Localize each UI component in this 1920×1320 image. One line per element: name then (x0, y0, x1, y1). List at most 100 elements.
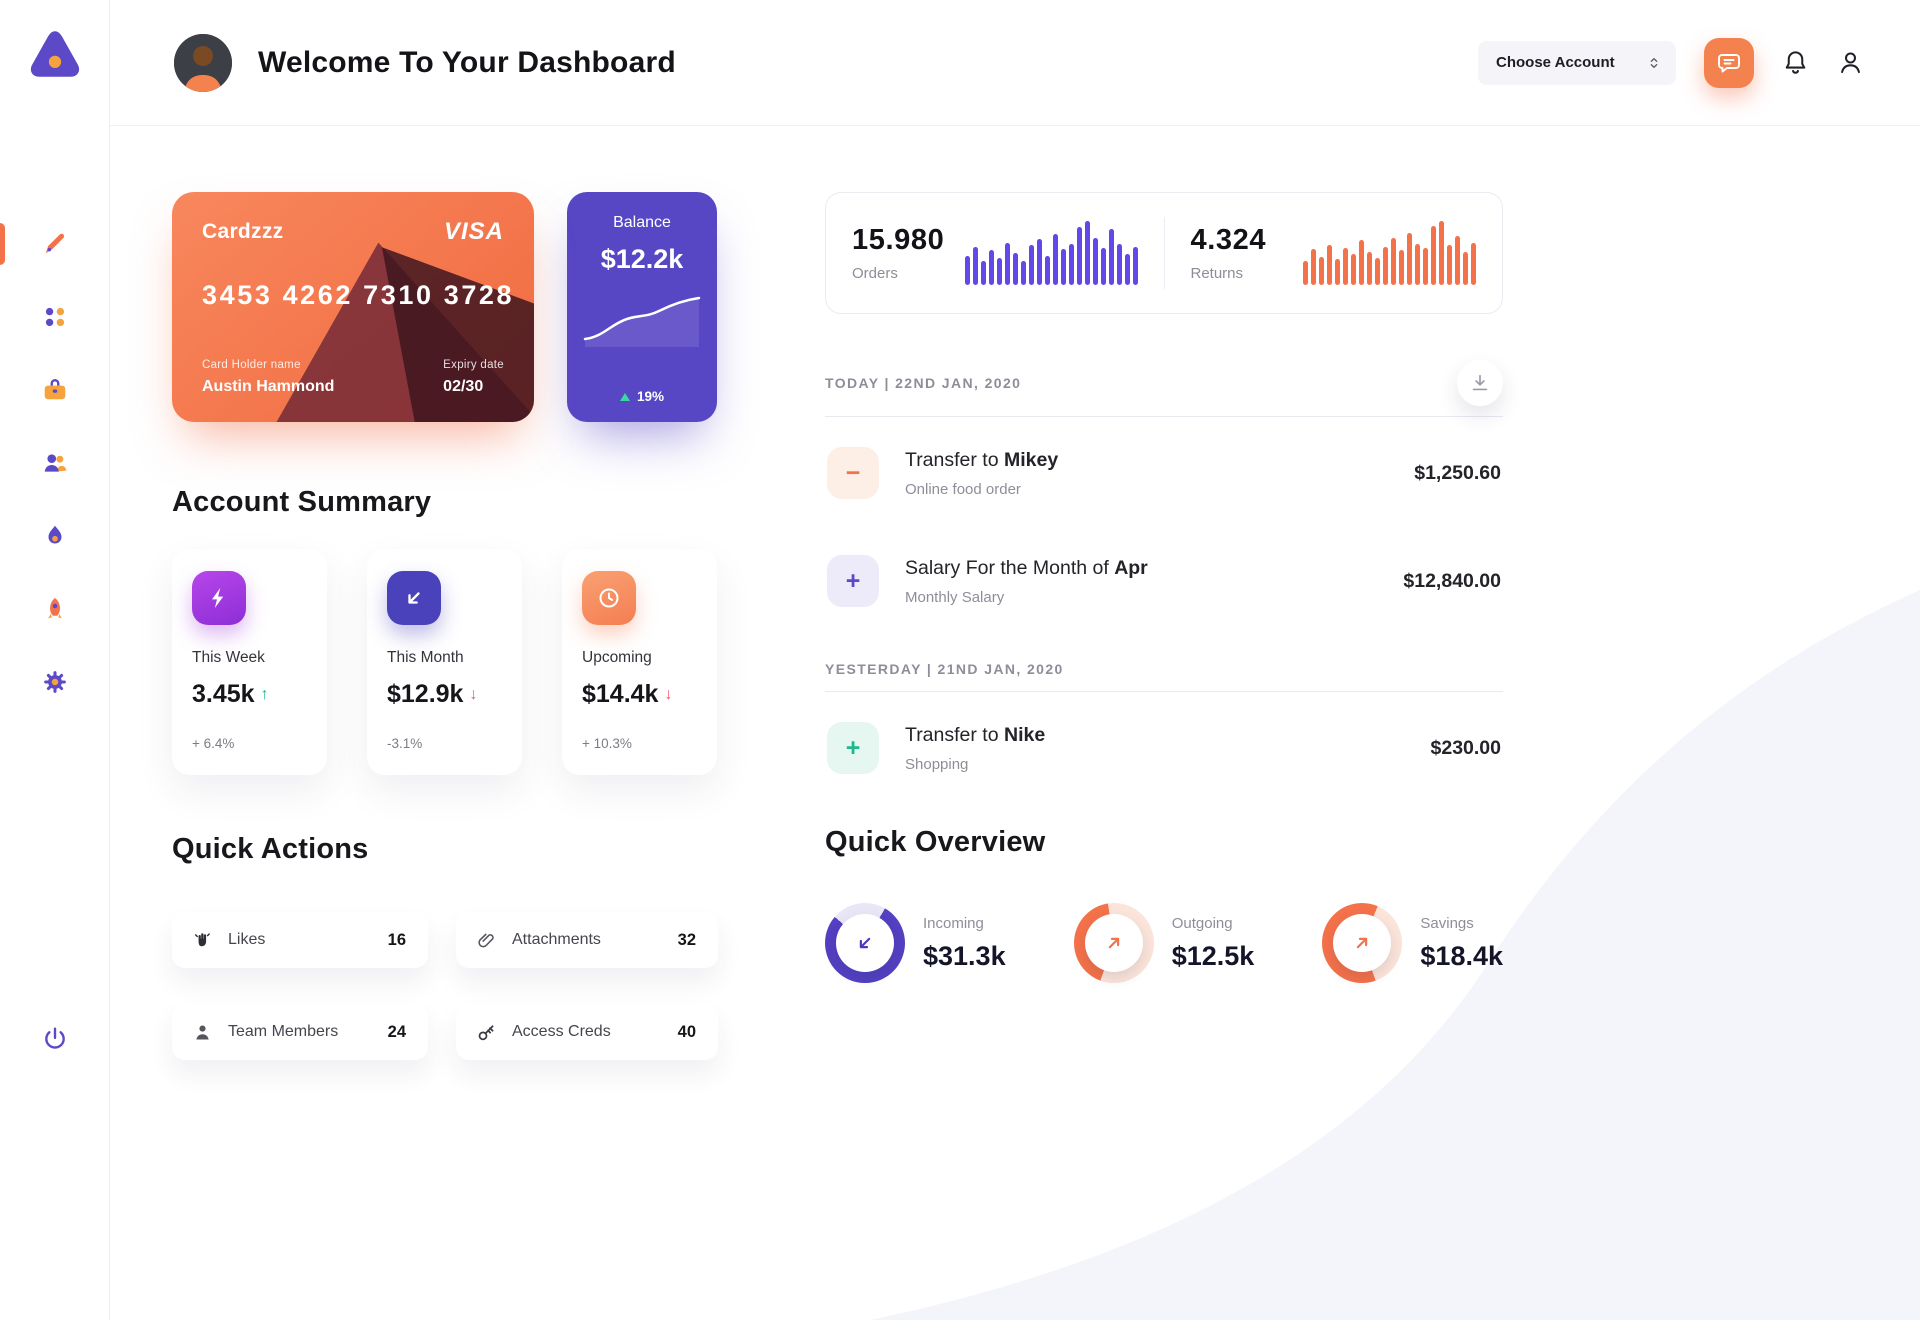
sidebar-item-apps[interactable] (0, 303, 110, 331)
transaction-row-mikey[interactable]: − Transfer to Mikey Online food order $1… (825, 417, 1503, 525)
content: Cardzzz VISA 3453 4262 7310 3728 Card Ho… (110, 126, 1920, 1320)
quick-action-likes[interactable]: Likes 16 (172, 912, 428, 968)
transaction-subtitle: Online food order (905, 480, 1021, 498)
member-icon (196, 1025, 209, 1039)
transaction-row-salary[interactable]: + Salary For the Month of Apr Monthly Sa… (825, 525, 1503, 633)
quick-action-label: Access Creds (512, 1023, 611, 1040)
trend-down-icon: ↓ (664, 685, 673, 703)
trend-up-icon: ↑ (260, 685, 269, 703)
summary-value-text: $14.4k (582, 680, 659, 708)
download-button[interactable] (1457, 360, 1503, 406)
paperclip-icon (478, 933, 494, 947)
bolt-icon (192, 571, 246, 625)
title-bold: Nike (1003, 723, 1046, 746)
title-prefix: Salary For the Month of (905, 556, 1115, 579)
credit-card[interactable]: Cardzzz VISA 3453 4262 7310 3728 Card Ho… (172, 192, 534, 422)
left-column: Cardzzz VISA 3453 4262 7310 3728 Card Ho… (172, 192, 718, 1320)
quick-action-count: 32 (677, 930, 696, 949)
trend-down-icon: ↓ (469, 685, 478, 703)
transaction-row-nike[interactable]: + Transfer to Nike Shopping $230.00 (825, 692, 1503, 800)
transaction-title: Transfer to Mikey (905, 449, 1414, 472)
sidebar-nav (0, 223, 110, 696)
notifications-button[interactable] (1782, 49, 1809, 76)
overview-value: $12.5k (1171, 940, 1255, 971)
arrow-down-left-icon (859, 937, 871, 949)
balance-change: 19% (619, 389, 665, 404)
cards-row: Cardzzz VISA 3453 4262 7310 3728 Card Ho… (172, 192, 717, 422)
clock-icon (582, 571, 636, 625)
trend-arrow-icon (387, 571, 441, 625)
rocket-icon (47, 597, 62, 619)
app-logo[interactable] (27, 26, 83, 82)
overview-incoming: Incoming $31.3k (825, 903, 1006, 983)
logout-button[interactable] (42, 1026, 68, 1055)
summary-row: This Week 3.45k ↑ + 6.4% This Month (172, 549, 717, 775)
quick-action-attachments[interactable]: Attachments 32 (456, 912, 718, 968)
quick-overview-row: Incoming $31.3k (825, 903, 1503, 983)
quick-overview-title: Quick Overview (825, 826, 1046, 858)
card-number: 3453 4262 7310 3728 (202, 280, 515, 310)
messages-button[interactable] (1704, 37, 1754, 88)
returns-stat: 4.324 Returns (1165, 221, 1503, 285)
transactions-group-header-yesterday: YESTERDAY | 21ND JAN, 2020 (825, 661, 1503, 677)
sidebar-item-launch[interactable] (0, 595, 110, 623)
quick-action-label: Attachments (512, 931, 601, 948)
quick-action-label: Team Members (228, 1023, 339, 1040)
sidebar-item-dashboard[interactable] (0, 223, 110, 265)
account-summary-title: Account Summary (172, 486, 432, 518)
overview-label: Outgoing (1171, 914, 1233, 932)
transaction-amount: $230.00 (1430, 736, 1502, 759)
transaction-text: Salary For the Month of Apr Monthly Sala… (905, 557, 1403, 606)
orders-returns-card: 15.980 Orders 4.324 Returns (825, 192, 1503, 314)
balance-card[interactable]: Balance $12.2k 19% (567, 192, 717, 422)
divider (825, 416, 1503, 417)
summary-card-this-month[interactable]: This Month $12.9k ↓ -3.1% (367, 549, 522, 775)
balance-change-value: 19% (636, 389, 665, 404)
summary-card-upcoming[interactable]: Upcoming $14.4k ↓ + 10.3% (562, 549, 717, 775)
savings-progress-ring (1322, 903, 1403, 983)
arrow-up-right-icon (1357, 937, 1368, 949)
quick-action-team-members[interactable]: Team Members 24 (172, 1004, 428, 1060)
orders-value: 15.980 (852, 224, 945, 256)
incoming-progress-ring (825, 903, 905, 983)
summary-value: $14.4k ↓ (582, 680, 697, 709)
outgoing-progress-ring (1073, 903, 1154, 983)
quick-action-label: Likes (228, 931, 266, 948)
gear-icon (43, 671, 66, 693)
title-prefix: Transfer to (905, 723, 1004, 746)
group-date-label: TODAY | 22ND JAN, 2020 (825, 375, 1022, 391)
orders-stat: 15.980 Orders (826, 221, 1164, 285)
user-avatar[interactable] (174, 33, 232, 92)
overview-outgoing: Outgoing $12.5k (1073, 903, 1255, 983)
choose-account-select[interactable]: Choose Account (1478, 40, 1676, 85)
summary-value-text: 3.45k (192, 680, 255, 708)
quick-action-access-creds[interactable]: Access Creds 40 (456, 1004, 718, 1060)
sidebar-item-team[interactable] (0, 449, 110, 477)
group-date-label: YESTERDAY | 21ND JAN, 2020 (825, 661, 1064, 677)
card-holder: Card Holder name Austin Hammond (202, 359, 334, 396)
bell-icon (1785, 51, 1806, 74)
quick-actions-grid: Likes 16 Attachments 32 (172, 912, 718, 1060)
visa-logo: VISA (443, 218, 504, 245)
card-name: Cardzzz (202, 220, 284, 243)
transaction-text: Transfer to Nike Shopping (905, 724, 1431, 773)
transaction-title: Salary For the Month of Apr (905, 557, 1403, 580)
clap-icon (194, 932, 210, 946)
summary-label: Upcoming (582, 649, 652, 666)
key-icon (478, 1024, 494, 1040)
summary-value-text: $12.9k (387, 680, 464, 708)
sidebar-item-activity[interactable] (0, 522, 110, 550)
summary-card-this-week[interactable]: This Week 3.45k ↑ + 6.4% (172, 549, 327, 775)
quick-action-count: 24 (387, 1022, 406, 1041)
flame-icon (48, 525, 61, 544)
right-column: 15.980 Orders 4.324 Returns (825, 192, 1503, 1320)
sidebar-item-work[interactable] (0, 376, 110, 404)
briefcase-icon (44, 379, 65, 400)
card-holder-label: Card Holder name (202, 359, 301, 371)
user-icon (1841, 52, 1860, 74)
transaction-subtitle: Monthly Salary (905, 588, 1005, 606)
sidebar-item-settings[interactable] (0, 668, 110, 696)
ring-inner (1333, 914, 1392, 972)
profile-button[interactable] (1837, 49, 1864, 76)
